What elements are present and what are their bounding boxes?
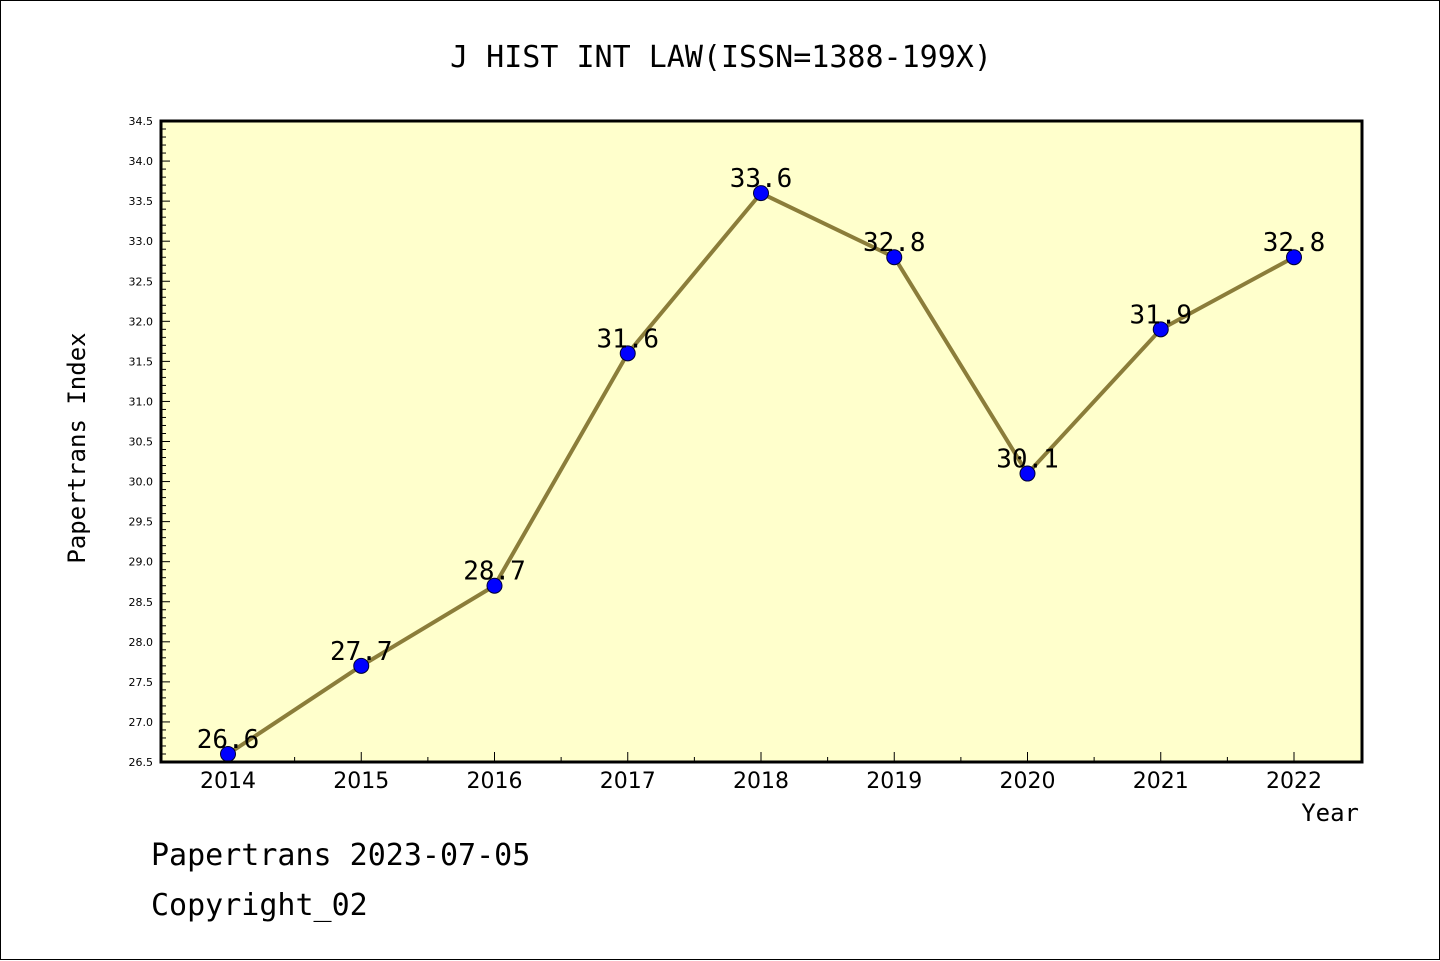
data-point [353, 657, 370, 674]
data-point [1286, 249, 1302, 266]
plot-frame [159, 119, 1364, 764]
data-point [886, 249, 903, 266]
y-tick-label: 26.5 [129, 756, 154, 769]
y-tick-label: 34.0 [129, 155, 154, 168]
x-tick-label: 2019 [866, 769, 922, 794]
y-tick-label: 29.5 [129, 516, 154, 529]
y-tick-label: 34.5 [129, 115, 154, 128]
data-labels: 26.6 27.7 28.7 31.6 33.6 32.8 30.1 31.9 32.8 [197, 164, 1326, 755]
data-label: 32.8 [1263, 228, 1326, 258]
data-label: 32.8 [863, 228, 926, 258]
y-tick-label: 33.5 [129, 195, 154, 208]
y-tick-label: 28.0 [129, 636, 154, 649]
data-label: 26.6 [197, 725, 260, 755]
y-tick-label: 27.5 [129, 676, 154, 689]
data-label: 31.9 [1129, 300, 1192, 330]
x-axis-label: Year [1301, 799, 1359, 827]
y-tick-label: 31.0 [129, 395, 154, 408]
footer-date: Papertrans 2023-07-05 [151, 838, 530, 873]
data-label: 33.6 [730, 164, 793, 194]
x-axis: 2014 2015 2016 2017 2018 2019 2020 2021 2022 [200, 752, 1322, 794]
plot-area [161, 121, 1362, 762]
x-tick-label: 2016 [467, 769, 523, 794]
y-tick-label: 30.5 [129, 436, 154, 449]
data-label: 31.6 [596, 324, 659, 354]
data-point [486, 577, 503, 594]
footer-copyright: Copyright_02 [151, 888, 368, 923]
y-tick-label: 27.0 [129, 716, 154, 729]
y-tick-label: 32.5 [129, 275, 154, 288]
chart-title: J HIST INT LAW(ISSN=1388-199X) [450, 40, 992, 75]
y-axis: 26.5 27.0 27.5 28.0 28.5 29.0 29.5 30.0 30.5 31.0… [129, 115, 170, 769]
y-axis-label: Papertrans Index [63, 332, 91, 563]
x-tick-label: 2018 [733, 769, 789, 794]
data-point [1152, 321, 1169, 338]
x-tick-label: 2021 [1133, 769, 1189, 794]
x-tick-label: 2014 [200, 769, 256, 794]
y-tick-label: 31.5 [129, 355, 154, 368]
series-layer [220, 185, 1302, 762]
x-tick-label: 2017 [600, 769, 656, 794]
data-point [1019, 465, 1036, 482]
y-tick-label: 28.5 [129, 596, 154, 609]
x-tick-label: 2020 [1000, 769, 1056, 794]
x-tick-label: 2022 [1266, 769, 1322, 794]
y-tick-label: 30.0 [129, 476, 154, 489]
data-label: 28.7 [463, 557, 526, 587]
x-tick-label: 2015 [333, 769, 389, 794]
data-label: 30.1 [996, 445, 1059, 475]
y-tick-label: 32.0 [129, 315, 154, 328]
data-point [619, 345, 636, 362]
data-point [753, 185, 769, 202]
y-tick-label: 29.0 [129, 556, 154, 569]
y-tick-label: 33.0 [129, 235, 154, 248]
data-label: 27.7 [330, 637, 393, 667]
